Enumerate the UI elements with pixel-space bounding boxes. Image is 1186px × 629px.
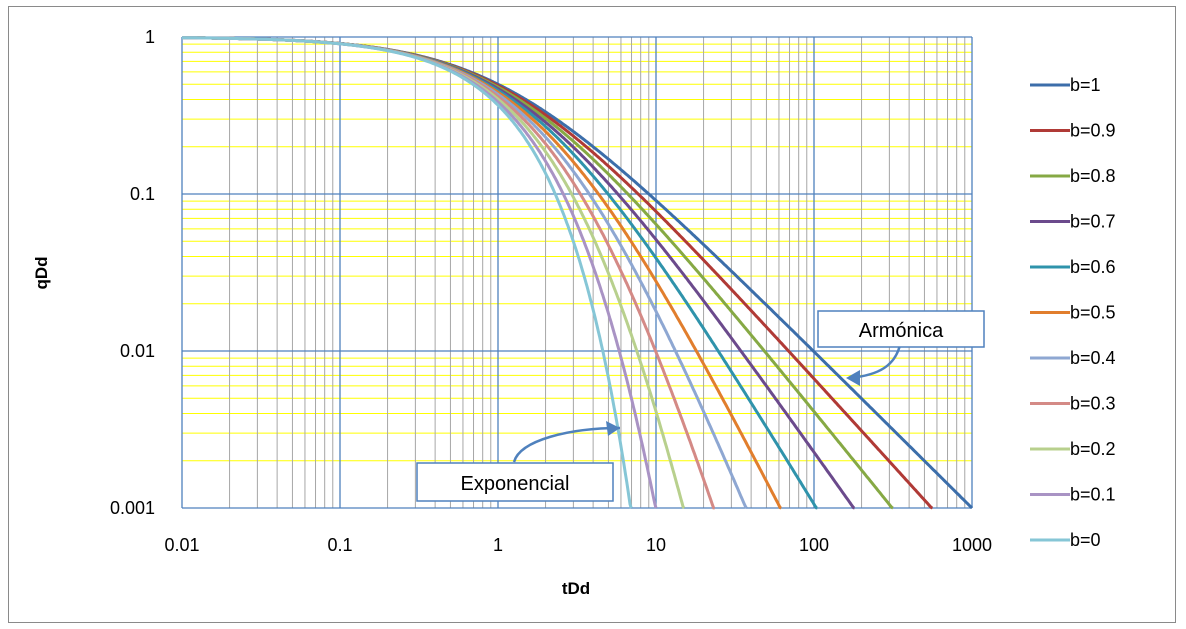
annotation-armonica-box [817,310,985,348]
legend-label: b=0.3 [1070,394,1116,414]
series-line-b-0-5 [182,36,782,510]
x-tick-label: 10 [646,535,666,555]
annotation-armonica-text: Armónica [859,320,944,342]
annotation-exponencial: Exponencial [416,421,621,502]
annotation-exponencial-arrow [512,426,621,463]
legend: b=1 b=0.9 b=0.8 b=0.7 b=0.6 b=0.5 b=0.4 b=0.3 b=… [1030,75,1116,550]
legend-label: b=0.6 [1070,257,1116,277]
series-line-b-0-1 [182,36,658,509]
legend-label: b=0.8 [1070,166,1116,186]
series-line-b-1 [182,36,974,510]
legend-label: b=0.1 [1070,485,1116,505]
y-tick-label: 0.001 [110,498,155,518]
y-tick-label: 0.1 [130,184,155,204]
x-axis-title: tDd [562,579,590,598]
legend-label: b=0.5 [1070,303,1116,323]
series-line-b-0 [182,36,633,509]
x-tick-label: 0.01 [164,535,199,555]
legend-label: b=0 [1070,530,1101,550]
annotation-armonica-arrowhead [846,370,860,386]
legend-label: b=0.7 [1070,212,1116,232]
legend-label: b=0.2 [1070,439,1116,459]
y-tick-label: 1 [145,27,155,47]
annotation-exponencial-box [416,462,614,502]
series-line-b-0-9 [182,36,934,510]
annotation-exponencial-arrowhead [606,421,620,436]
y-tick-label: 0.01 [120,341,155,361]
y-axis-title: qDd [32,256,51,289]
annotation-exponencial-text: Exponencial [461,473,570,495]
x-tick-label: 100 [799,535,829,555]
annotation-armonica: Armónica [817,310,985,386]
series-lines [182,36,974,510]
grid [181,36,973,509]
series-line-b-0-4 [182,36,748,509]
legend-label: b=0.4 [1070,348,1116,368]
x-tick-label: 1000 [952,535,992,555]
legend-label: b=1 [1070,75,1101,95]
tick-labels: 0.01 0.1 1 10 100 1000 1 0.1 0.01 0.001 [110,27,992,555]
legend-label: b=0.9 [1070,121,1116,141]
x-tick-label: 1 [493,535,503,555]
x-tick-label: 0.1 [327,535,352,555]
